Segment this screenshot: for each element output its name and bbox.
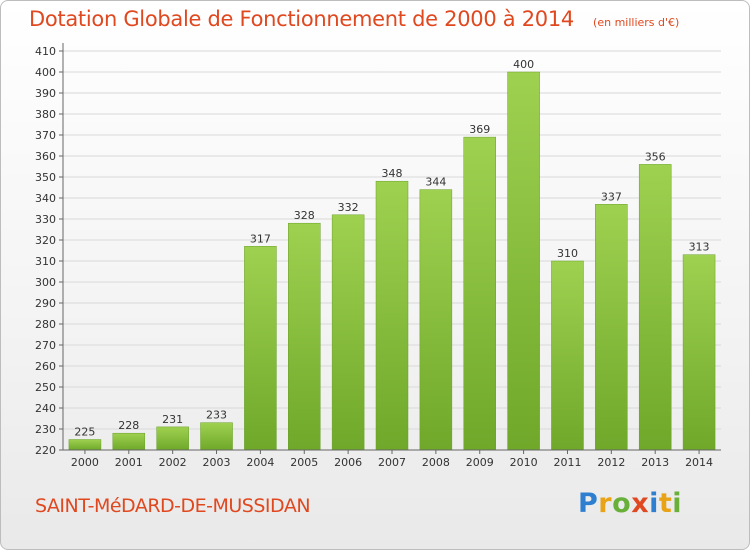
chart-unit: (en milliers d'€): [593, 16, 680, 29]
x-tick-label: 2010: [510, 456, 538, 469]
chart-title-block: Dotation Globale de Fonctionnement de 20…: [29, 7, 679, 31]
bar-2007: [375, 180, 409, 451]
y-tick-label: 370: [35, 129, 56, 142]
bar-value-label: 310: [557, 247, 578, 260]
bar-value-label: 317: [250, 232, 271, 245]
bar-2011: [551, 260, 584, 451]
y-tick-label: 240: [35, 402, 56, 415]
x-tick-label: 2002: [159, 456, 187, 469]
y-tick-label: 270: [35, 339, 56, 352]
bar-2003: [200, 422, 233, 451]
bar-2008: [419, 189, 453, 451]
axes: 220 230 240 250 260 270 280 290 300 310 320 330 340 3…: [35, 43, 721, 469]
y-tick-label: 350: [35, 171, 56, 184]
y-tick-label: 320: [35, 234, 56, 247]
proxiti-logo: Proxiti: [578, 488, 682, 519]
x-tick-label: 2000: [71, 456, 99, 469]
y-tick-label: 410: [35, 45, 56, 58]
bar-value-label: 356: [645, 150, 666, 163]
bar-value-label: 233: [206, 409, 227, 422]
commune-name: SAINT-MéDARD-DE-MUSSIDAN: [35, 495, 311, 517]
y-tick-label: 380: [35, 108, 56, 121]
bar-2006: [331, 214, 365, 451]
bar-value-label: 344: [425, 176, 446, 189]
x-tick-label: 2014: [685, 456, 713, 469]
logo-letter: o: [612, 488, 632, 519]
logo-letter: t: [658, 488, 673, 519]
x-tick-label: 2012: [597, 456, 625, 469]
x-tick-label: 2006: [334, 456, 362, 469]
bar-value-label: 332: [338, 201, 359, 214]
y-tick-label: 400: [35, 66, 56, 79]
bar-value-label: 313: [689, 241, 710, 254]
bar-value-label: 228: [118, 419, 139, 432]
x-tick-label: 2008: [422, 456, 450, 469]
x-tick-label: 2003: [203, 456, 231, 469]
x-tick-label: 2011: [553, 456, 581, 469]
y-tick-label: 330: [35, 213, 56, 226]
bar-value-label: 400: [513, 58, 534, 71]
y-tick-label: 230: [35, 423, 56, 436]
y-tick-label: 340: [35, 192, 56, 205]
bar-2012: [595, 204, 628, 451]
x-tick-label: 2005: [290, 456, 318, 469]
bar-2004: [244, 246, 277, 451]
bar-2013: [638, 164, 672, 451]
bar-2009: [463, 136, 496, 451]
bar-2001: [112, 432, 146, 451]
y-tick-label: 310: [35, 255, 56, 268]
y-tick-label: 390: [35, 87, 56, 100]
logo-letter: P: [578, 488, 599, 519]
x-tick-label: 2004: [246, 456, 274, 469]
x-tick-label: 2013: [641, 456, 669, 469]
y-tick-label: 300: [35, 276, 56, 289]
x-tick-label: 2009: [466, 456, 494, 469]
y-tick-label: 280: [35, 318, 56, 331]
bar-2014: [682, 254, 716, 451]
bar-value-label: 328: [294, 209, 315, 222]
logo-letter: r: [598, 488, 613, 519]
y-tick-label: 290: [35, 297, 56, 310]
bar-value-label: 231: [162, 413, 183, 426]
logo-letter: i: [649, 488, 659, 519]
bar-value-label: 348: [382, 167, 403, 180]
bar-value-label: 369: [469, 123, 490, 136]
y-tick-label: 260: [35, 360, 56, 373]
bar-2005: [288, 222, 321, 451]
logo-letter: x: [631, 488, 650, 519]
bar-value-label: 337: [601, 190, 622, 203]
chart-title: Dotation Globale de Fonctionnement de 20…: [29, 7, 574, 31]
bar-2002: [156, 426, 189, 451]
x-tick-label: 2007: [378, 456, 406, 469]
y-tick-label: 220: [35, 444, 56, 457]
bars: 225 228 231 233 317 328 332 348 344 369 400 310 337 3…: [68, 58, 716, 451]
y-tick-label: 250: [35, 381, 56, 394]
bar-value-label: 225: [74, 426, 95, 439]
bar-2010: [507, 71, 540, 451]
y-tick-label: 360: [35, 150, 56, 163]
bar-2000: [68, 439, 102, 451]
x-tick-label: 2001: [115, 456, 143, 469]
logo-letter: i: [672, 488, 683, 519]
